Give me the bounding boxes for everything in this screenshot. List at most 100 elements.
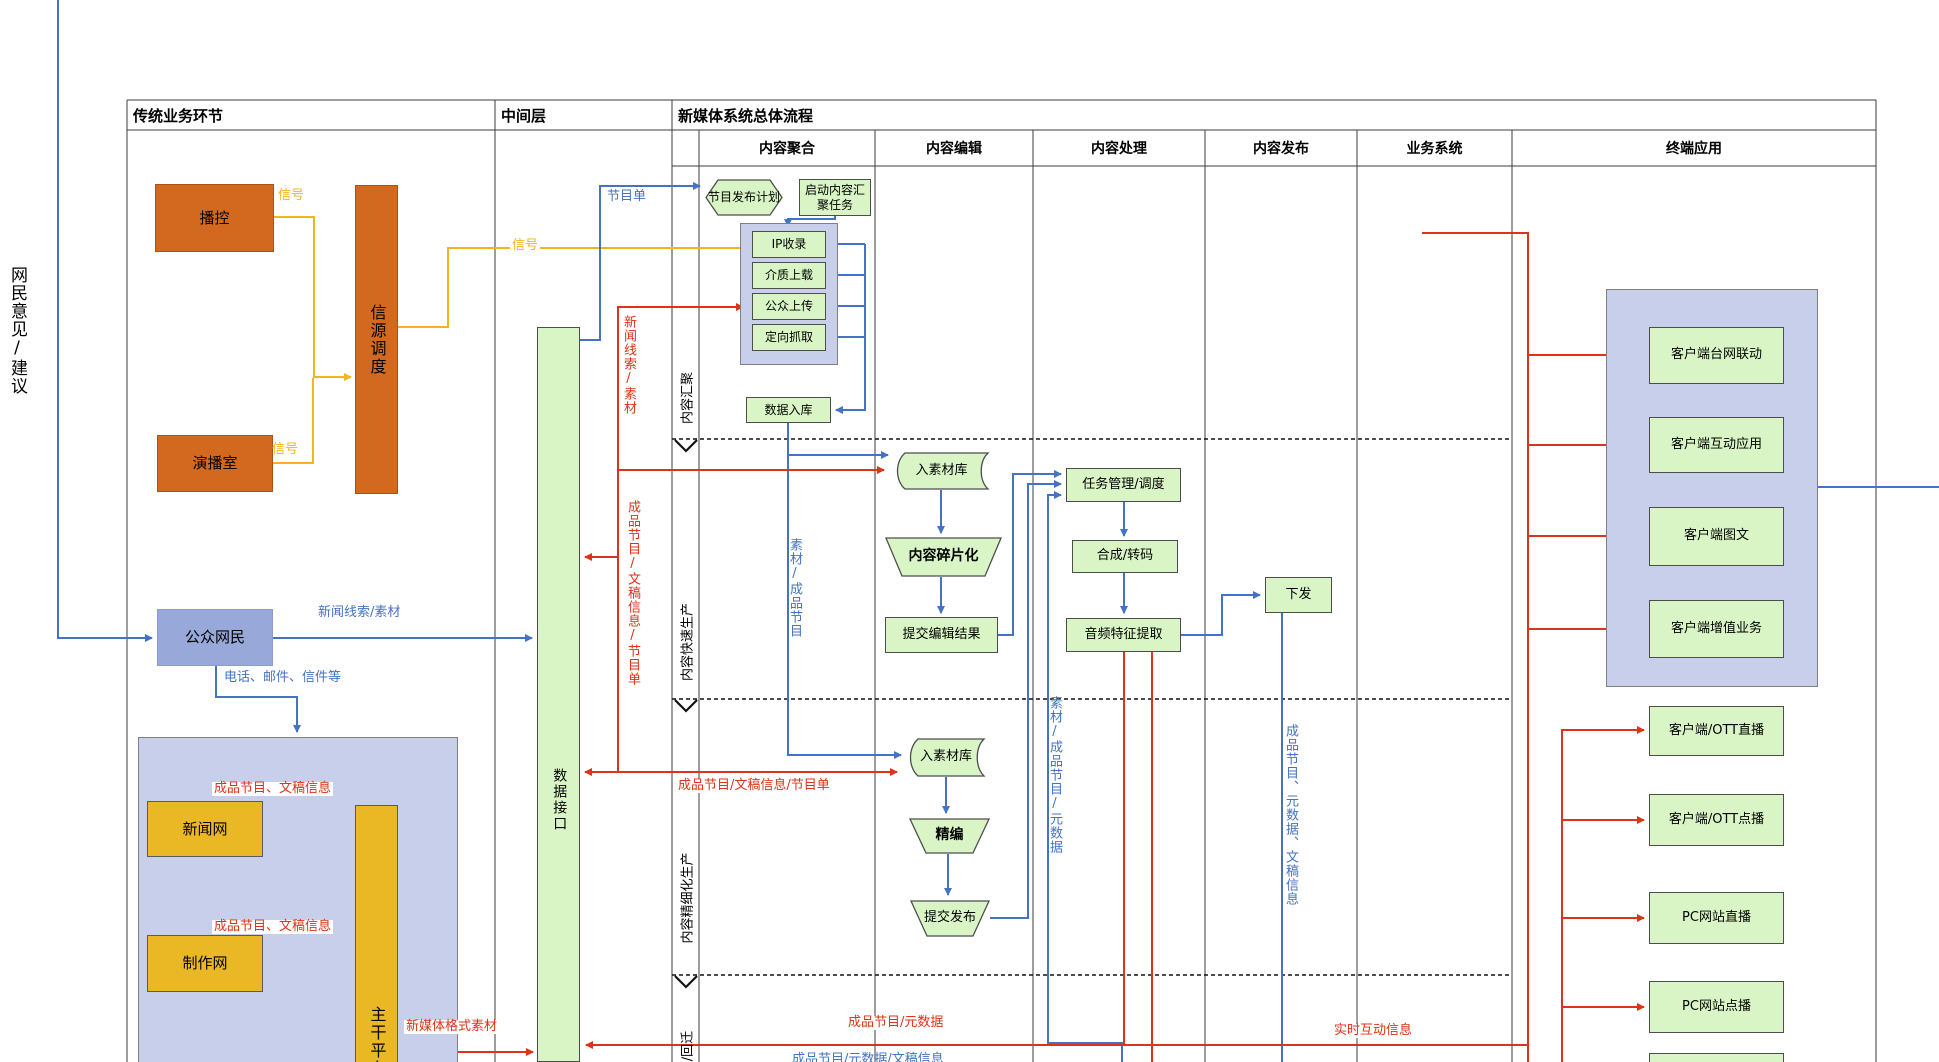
connector-red-39 bbox=[1422, 232, 1529, 1062]
vlabel-news-clue-material: 新闻线索/素材 bbox=[621, 315, 636, 415]
client-station-network-linkage[interactable]: 客户端台网联动 bbox=[1649, 327, 1784, 384]
subheader-business-system: 业务系统 bbox=[1406, 141, 1463, 157]
label-bottom-clipped: 成品节目/元数据/文稿信息 bbox=[792, 1052, 944, 1062]
submit-publish-shape-icon bbox=[910, 900, 990, 937]
lane-collapse-chevron-icon[interactable] bbox=[674, 699, 698, 713]
terminal-partial-box[interactable] bbox=[1649, 1053, 1784, 1062]
connector-red-44 bbox=[1561, 726, 1645, 1062]
playout-control[interactable]: 播控 bbox=[155, 184, 274, 252]
program-publish-plan-shape-icon bbox=[705, 179, 783, 216]
lane-fine-production: 内容精细化生产 bbox=[680, 852, 696, 944]
audio-feature-extraction-label: 音频特征提取 bbox=[1084, 626, 1163, 642]
client-ott-live[interactable]: 客户端/OTT直播 bbox=[1649, 706, 1784, 756]
vlabel-finished-meta-doc: 成品节目、元数据、文稿信息 bbox=[1283, 724, 1298, 906]
label-news-clue-material: 新闻线索/素材 bbox=[318, 605, 401, 620]
client-value-added-label: 客户端增值业务 bbox=[1670, 620, 1762, 636]
pc-site-vod-label: PC网站点播 bbox=[1682, 998, 1751, 1014]
task-management-scheduling[interactable]: 任务管理/调度 bbox=[1066, 468, 1181, 502]
subheader-content-publishing: 内容发布 bbox=[1253, 141, 1309, 157]
vlabel-finished-doc-list: 成品节目/文稿信息/节目单 bbox=[625, 500, 640, 686]
data-interface[interactable]: 数据接口 bbox=[537, 327, 580, 1062]
program-publish-plan[interactable]: 节目发布计划 bbox=[705, 179, 783, 216]
material-library-in-2[interactable]: 入素材库 bbox=[906, 738, 986, 777]
submit-publish-label: 提交发布 bbox=[923, 910, 976, 926]
connector-yellow-0 bbox=[274, 216, 352, 381]
connector-blue-13 bbox=[787, 423, 902, 759]
material-library-in-1-label: 入素材库 bbox=[915, 462, 968, 478]
material-library-in-1-shape-icon bbox=[896, 452, 990, 490]
ip-recording[interactable]: IP收录 bbox=[752, 231, 826, 258]
public-netizens-label: 公众网民 bbox=[184, 628, 245, 647]
audio-feature-extraction[interactable]: 音频特征提取 bbox=[1066, 618, 1181, 652]
public-upload[interactable]: 公众上传 bbox=[752, 293, 826, 320]
connector-red-27 bbox=[617, 303, 744, 772]
backbone-platform[interactable]: 主干平台 bbox=[355, 805, 398, 1062]
pc-site-live-label: PC网站直播 bbox=[1682, 909, 1751, 925]
lane-collapse-chevron-icon[interactable] bbox=[674, 975, 698, 989]
connector-yellow-2 bbox=[398, 244, 748, 328]
label-finished-program-doc-2: 成品节目、文稿信息 bbox=[212, 919, 334, 935]
label-finished-program-doc-1: 成品节目、文稿信息 bbox=[212, 781, 334, 797]
fine-editing[interactable]: 精编 bbox=[909, 818, 990, 854]
subheader-content-aggregation: 内容聚合 bbox=[759, 141, 815, 157]
submit-publish[interactable]: 提交发布 bbox=[910, 900, 990, 937]
pc-site-live[interactable]: PC网站直播 bbox=[1649, 892, 1784, 944]
vlabel-material-finished-meta: 素材/成品节目/元数据 bbox=[1047, 696, 1062, 854]
targeted-crawl-label: 定向抓取 bbox=[764, 330, 813, 344]
pc-site-vod[interactable]: PC网站点播 bbox=[1649, 981, 1784, 1033]
distribute-label: 下发 bbox=[1285, 586, 1312, 602]
label-finished-doc-list: 成品节目/文稿信息/节目单 bbox=[676, 778, 832, 794]
fine-editing-label: 精编 bbox=[935, 827, 964, 844]
header-middle-layer: 中间层 bbox=[501, 106, 547, 125]
submit-edit-result[interactable]: 提交编辑结果 bbox=[885, 617, 998, 653]
client-ott-live-label: 客户端/OTT直播 bbox=[1668, 722, 1765, 738]
connector-blue-6 bbox=[580, 182, 701, 341]
media-upload-label: 介质上载 bbox=[764, 268, 813, 282]
client-graphics[interactable]: 客户端图文 bbox=[1649, 507, 1784, 566]
client-value-added[interactable]: 客户端增值业务 bbox=[1649, 600, 1784, 658]
start-content-aggregation-task-label: 启动内容汇聚任务 bbox=[804, 182, 865, 212]
lane-fast-production: 内容快速生产 bbox=[680, 602, 696, 682]
production-net[interactable]: 制作网 bbox=[147, 935, 263, 992]
data-warehousing[interactable]: 数据入库 bbox=[746, 397, 831, 423]
subheader-content-processing: 内容处理 bbox=[1091, 141, 1147, 157]
label-signal-1: 信号 bbox=[278, 188, 305, 203]
subheader-terminal-application: 终端应用 bbox=[1666, 141, 1722, 157]
lane-content-aggregation: 内容汇聚 bbox=[680, 371, 696, 425]
distribute[interactable]: 下发 bbox=[1265, 577, 1332, 613]
content-fragmentation-shape-icon bbox=[885, 537, 1002, 577]
news-net[interactable]: 新闻网 bbox=[147, 801, 263, 857]
vlabel-material-finished: 素材/成品节目 bbox=[787, 538, 802, 638]
label-program-list: 节目单 bbox=[607, 189, 647, 204]
subheader-content-editing: 内容编辑 bbox=[926, 141, 982, 157]
client-station-network-linkage-label: 客户端台网联动 bbox=[1670, 347, 1762, 363]
label-signal-2: 信号 bbox=[272, 442, 299, 457]
task-management-scheduling-label: 任务管理/调度 bbox=[1082, 476, 1165, 492]
public-netizens[interactable]: 公众网民 bbox=[157, 609, 273, 666]
targeted-crawl[interactable]: 定向抓取 bbox=[752, 324, 826, 351]
playout-control-label: 播控 bbox=[199, 208, 230, 227]
media-upload[interactable]: 介质上载 bbox=[752, 262, 826, 289]
synthesis-transcoding[interactable]: 合成/转码 bbox=[1072, 540, 1178, 573]
start-content-aggregation-task[interactable]: 启动内容汇聚任务 bbox=[799, 179, 871, 216]
client-graphics-label: 客户端图文 bbox=[1683, 528, 1749, 544]
source-scheduling[interactable]: 信源调度 bbox=[355, 185, 398, 494]
lane-collapse-chevron-icon[interactable] bbox=[674, 439, 698, 453]
content-fragmentation[interactable]: 内容碎片化 bbox=[885, 537, 1002, 577]
label-new-media-format-material: 新媒体格式素材 bbox=[404, 1019, 500, 1035]
connector-blue-7 bbox=[784, 216, 836, 227]
studio[interactable]: 演播室 bbox=[157, 435, 273, 492]
vlabel-netizen-opinion: 网民意见/建议 bbox=[7, 266, 27, 395]
connector-blue-17 bbox=[998, 470, 1062, 636]
material-library-in-2-shape-icon bbox=[909, 738, 986, 777]
client-interactive-app[interactable]: 客户端互动应用 bbox=[1649, 417, 1784, 473]
label-realtime-interaction: 实时互动信息 bbox=[1332, 1023, 1415, 1039]
client-ott-vod[interactable]: 客户端/OTT点播 bbox=[1649, 794, 1784, 846]
synthesis-transcoding-label: 合成/转码 bbox=[1096, 548, 1154, 564]
ip-recording-label: IP收录 bbox=[771, 237, 807, 251]
connector-blue-12 bbox=[835, 244, 866, 414]
material-library-in-1[interactable]: 入素材库 bbox=[893, 452, 990, 490]
data-interface-label: 数据接口 bbox=[551, 768, 568, 832]
